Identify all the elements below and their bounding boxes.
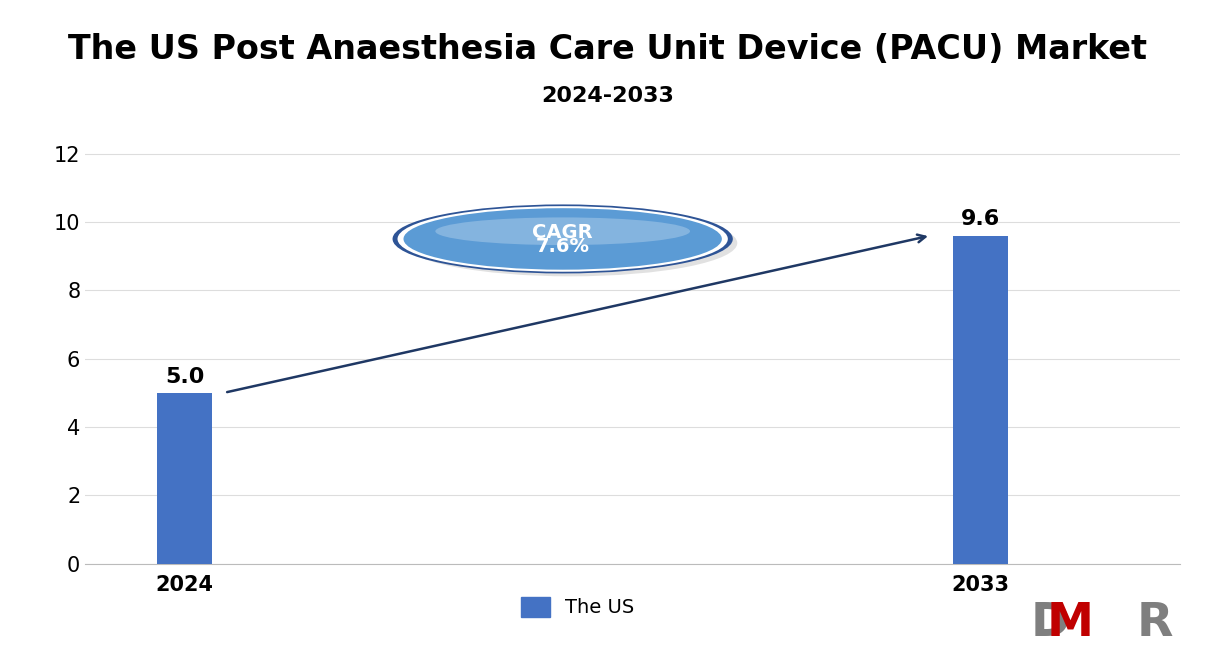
Ellipse shape [404,210,737,276]
Legend: The US: The US [513,589,642,625]
Bar [157,392,212,564]
Text: CAGR: CAGR [533,223,593,242]
Bar [953,235,1008,564]
Ellipse shape [404,208,722,270]
Text: The US Post Anaesthesia Care Unit Device (PACU) Market: The US Post Anaesthesia Care Unit Device… [68,33,1148,66]
Text: 9.6: 9.6 [961,210,1001,229]
Text: D: D [1031,601,1070,646]
Ellipse shape [435,217,689,245]
Text: M: M [1047,601,1093,646]
Text: R: R [1137,601,1173,646]
FancyArrowPatch shape [227,235,925,392]
Text: 2024-2033: 2024-2033 [541,86,675,106]
Ellipse shape [398,206,728,272]
Text: 5.0: 5.0 [165,367,204,387]
Ellipse shape [393,204,733,273]
Text: 7.6%: 7.6% [536,237,590,256]
